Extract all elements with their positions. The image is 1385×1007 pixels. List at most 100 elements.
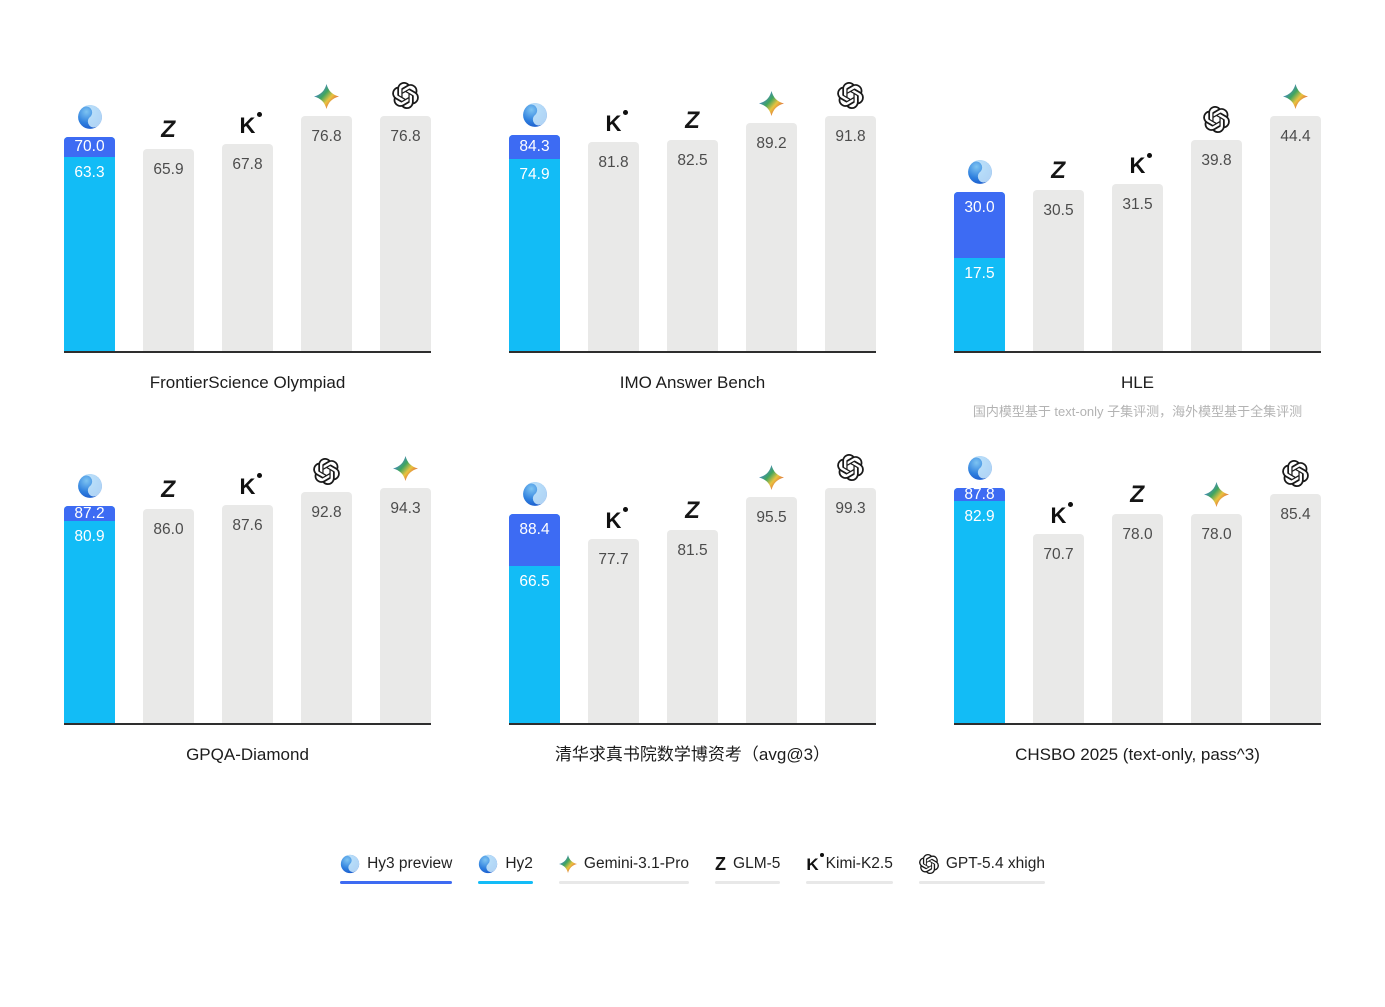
model-icon-wrap: Z [159,116,177,143]
model-icon-wrap: Z [159,476,177,503]
model-icon-wrap: K [1051,502,1074,527]
chart-title: GPQA-Diamond [186,745,309,764]
chart-3: 30.0 17.5 Z 30.5 K 31.5 39.8 44.4 HLE 国内模型基于 te… [954,80,1321,421]
bar-gpt: 91.8 [825,116,876,351]
bar-kimi: 77.7 [588,539,639,723]
kimi-k-logo-icon: K [606,109,629,135]
bar-value: 91.8 [835,128,866,145]
model-icon-wrap [837,454,864,481]
legend-underline [918,881,1045,884]
kimi-dot [1068,502,1074,508]
bar-kimi: 87.6 [222,504,273,723]
chart-2: 84.3 74.9 K 81.8 Z 82.5 89.2 91.8 IMO Answer B… [509,80,876,395]
bar-gemini: 44.4 [1270,116,1321,351]
hy3-preview-value: 87.2 [74,504,105,522]
bar-gpt: 85.4 [1270,494,1321,723]
bar-glm: 86.0 [143,508,194,723]
bar-kimi: 67.8 [222,143,273,351]
openai-logo-icon [919,854,939,874]
bar-value: 86.0 [153,520,184,538]
kimi-k-logo-icon: K [606,507,629,532]
stacked-bar-hy: 70.0 63.3 [64,136,115,351]
model-icon-wrap: K [1130,152,1153,177]
model-icon-wrap [967,455,993,481]
bar-column: K 31.5 [1112,152,1163,351]
bar-glm: 65.9 [143,149,194,351]
legend-label: Kimi-K2.5 [825,855,893,872]
bar-value: 94.3 [390,500,421,517]
model-icon-wrap [392,82,419,109]
bar-value: 81.8 [598,153,629,171]
hunyuan-logo-icon [77,104,102,129]
bar-value: 31.5 [1122,196,1153,214]
bar-value: 39.8 [1201,152,1232,170]
bar-gemini: 76.8 [301,116,352,351]
hunyuan-logo-icon [522,481,547,506]
bar-column: 92.8 [301,457,352,723]
model-icon-wrap: Z [1049,157,1067,184]
legend-entry: K Kimi-K2.5 [806,853,893,875]
bar-column: K 70.7 [1033,502,1084,723]
kimi-k-logo-icon: K [1130,152,1153,177]
openai-logo-icon [837,82,864,109]
hy3-preview-value: 87.8 [964,485,995,503]
legend-underline [558,881,690,884]
bar-column: Z 65.9 [143,116,194,351]
bar-value: 99.3 [835,500,866,517]
hunyuan-logo-icon [77,473,102,498]
hy2-value: 74.9 [519,166,550,184]
bar-kimi: 70.7 [1033,533,1084,723]
hunyuan-logo-icon [522,103,547,128]
bar-column: 89.2 [746,90,797,351]
hy3-preview-value: 30.0 [964,199,995,217]
bar-value: 30.5 [1043,201,1074,219]
hy3-preview-value: 88.4 [519,520,550,538]
model-icon-wrap [313,457,340,485]
bar-column: K 87.6 [222,473,273,723]
stacked-bar-hy: 30.0 17.5 [954,192,1005,351]
legend-label: GPT-5.4 xhigh [945,855,1045,872]
bar-column: K 67.8 [222,111,273,351]
chart-title: CHSBO 2025 (text-only, pass^3) [1015,745,1260,764]
chart-6: 87.8 82.9 K 70.7 Z 78.0 78.0 85.4 CHSBO 2025 (… [954,452,1321,767]
model-icon-wrap [759,90,784,116]
bar-value: 44.4 [1280,128,1311,145]
bar-glm: 78.0 [1112,514,1163,723]
model-icon-wrap: Z [683,497,702,525]
bar-gpt: 39.8 [1191,140,1242,351]
model-icon-wrap [1203,106,1230,134]
gemini-spark-icon [759,465,784,490]
bar-value: 87.6 [232,516,263,534]
bar-column: 84.3 74.9 [509,102,560,351]
plot-area: 30.0 17.5 Z 30.5 K 31.5 39.8 44.4 [954,80,1321,353]
gemini-spark-icon [393,456,418,481]
plot-area: 70.0 63.3 Z 65.9 K 67.8 76.8 76.8 [64,80,431,353]
bar-value: 76.8 [390,128,421,145]
bar-gemini: 95.5 [746,497,797,723]
benchmark-dashboard: 70.0 63.3 Z 65.9 K 67.8 76.8 76.8 FrontierScie… [0,80,1385,884]
model-icon-wrap [967,159,993,185]
legend-underline [806,881,893,884]
plot-area: 87.8 82.9 K 70.7 Z 78.0 78.0 85.4 [954,452,1321,725]
bar-glm: 30.5 [1033,189,1084,351]
kimi-k-logo-icon: K [806,853,824,873]
legend-item-gpt-5-4-xhigh: GPT-5.4 xhigh [918,853,1045,884]
glm-z-logo-icon: Z [683,497,702,525]
legend-entry: Z GLM-5 [715,853,780,875]
chart-title: 清华求真书院数学博资考（avg@3） [554,745,831,764]
model-icon-wrap: K [606,109,629,135]
hunyuan-logo-icon [967,456,992,480]
bar-column: 76.8 [301,84,352,351]
bar-value: 76.8 [311,128,342,145]
legend-item-hy3-preview: Hy3 preview [340,853,453,884]
bar-gpt: 92.8 [301,491,352,723]
legend: Hy3 preview Hy2 Gemini-3.1-Pro Z GLM-5 K Kim… [0,853,1385,884]
openai-logo-icon [837,454,864,481]
chart-title: HLE [1120,373,1155,392]
charts-row-1: 70.0 63.3 Z 65.9 K 67.8 76.8 76.8 FrontierScie… [0,80,1385,421]
bar-kimi: 31.5 [1112,184,1163,351]
legend-label: Gemini-3.1-Pro [583,855,690,872]
chart-4: 87.2 80.9 Z 86.0 K 87.6 92.8 94.3 GPQA-Diamond [64,452,431,767]
plot-area: 87.2 80.9 Z 86.0 K 87.6 92.8 94.3 [64,452,431,725]
legend-entry: Gemini-3.1-Pro [558,853,690,875]
